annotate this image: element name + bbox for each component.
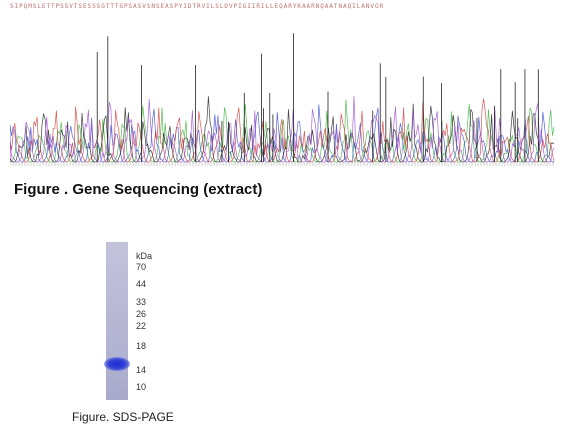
trace-t [10, 98, 555, 163]
marker-26: 26 [136, 309, 147, 319]
marker-44: 44 [136, 279, 147, 289]
trace-c [10, 104, 555, 163]
marker-18: 18 [136, 341, 147, 351]
protein-band [104, 357, 130, 371]
chromatogram-trace [10, 33, 555, 166]
marker-14: 14 [136, 365, 147, 375]
gel-lane [106, 242, 128, 400]
marker-22: 22 [136, 321, 147, 331]
figure-1-caption: Figure . Gene Sequencing (extract) [14, 181, 263, 198]
sequence-text: SIPQMSLETTPSSVTSESSSGTTTGPSASVSNSEASPYID… [10, 3, 385, 10]
trace-extra [10, 96, 555, 163]
unit-label: kDa [136, 251, 153, 261]
marker-33: 33 [136, 297, 147, 307]
marker-70: 70 [136, 262, 147, 272]
trace-a [10, 99, 555, 163]
figure-2-caption: Figure. SDS-PAGE [72, 410, 174, 424]
sds-page-gel: kDa 70 44 33 26 22 18 14 10 [100, 242, 180, 402]
marker-10: 10 [136, 382, 147, 392]
trace-g [10, 96, 555, 163]
